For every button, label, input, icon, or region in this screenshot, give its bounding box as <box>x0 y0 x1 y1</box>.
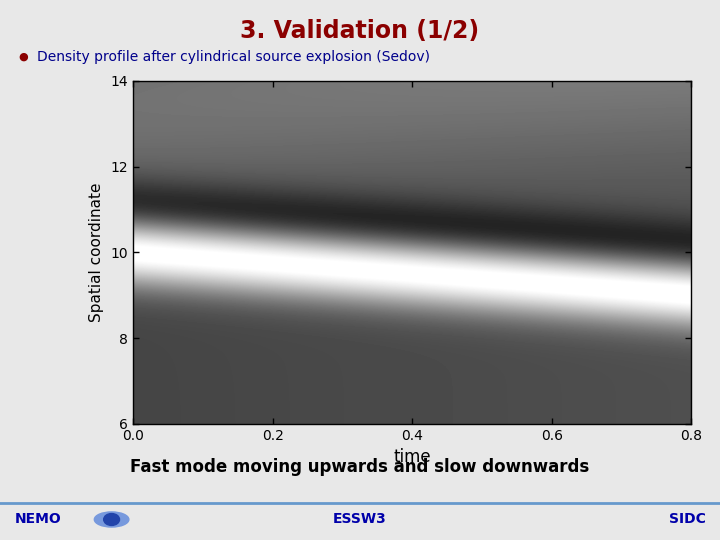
Text: Fast mode moving upwards and slow downwards: Fast mode moving upwards and slow downwa… <box>130 458 590 476</box>
Text: NEMO: NEMO <box>14 512 61 526</box>
Text: 3. Validation (1/2): 3. Validation (1/2) <box>240 19 480 43</box>
Y-axis label: Spatial coordinate: Spatial coordinate <box>89 183 104 322</box>
Text: ESSW3: ESSW3 <box>333 512 387 526</box>
Text: Density profile after cylindrical source explosion (Sedov): Density profile after cylindrical source… <box>37 50 431 64</box>
X-axis label: time: time <box>393 448 431 467</box>
Text: SIDC: SIDC <box>669 512 706 526</box>
Text: ●: ● <box>18 52 28 62</box>
